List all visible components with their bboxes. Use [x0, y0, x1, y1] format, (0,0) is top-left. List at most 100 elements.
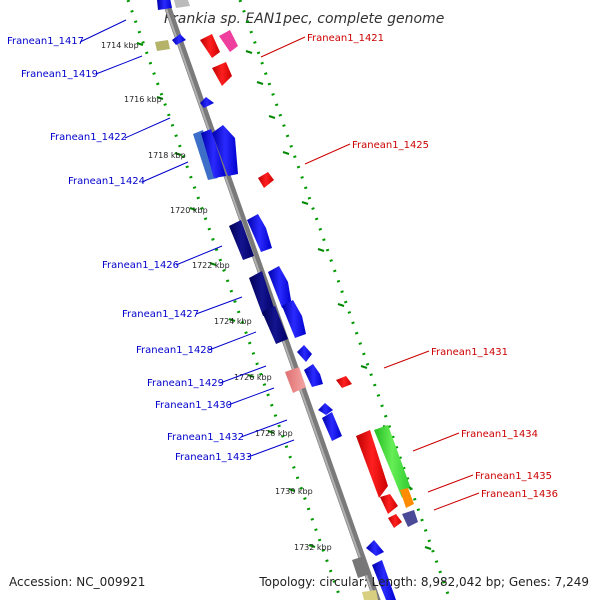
tick-mark — [288, 488, 296, 492]
tick-mark — [209, 262, 217, 266]
label-leader-line — [433, 492, 480, 511]
tick-mark — [282, 151, 290, 155]
label-leader-line — [175, 245, 223, 266]
tick-mark — [189, 207, 197, 211]
forward-gene-arrow — [247, 214, 272, 252]
gene-label: Franean1_1419 — [21, 69, 98, 80]
forward-gene-arrow — [318, 403, 333, 415]
forward-gene-arrow — [268, 266, 292, 308]
tick-mark — [424, 546, 432, 550]
forward-gene-arrow — [362, 590, 378, 600]
gene-label: Franean1_1429 — [147, 378, 224, 389]
forward-gene-arrow — [212, 125, 238, 176]
gene-label: Franean1_1434 — [461, 429, 538, 440]
tick-label: 1732 kbp — [294, 543, 332, 552]
genome-title: Frankia sp. EAN1pec, complete genome — [164, 11, 444, 27]
tick-label: 1726 kbp — [234, 373, 272, 382]
forward-gene-arrow — [372, 560, 396, 600]
reverse-gene-arrow — [212, 62, 232, 86]
reverse-gene-arrow — [174, 0, 190, 8]
tick-mark — [228, 318, 236, 322]
tick-mark — [301, 201, 309, 205]
tick-mark — [268, 115, 276, 119]
forward-gene-arrow — [322, 412, 342, 441]
gene-label: Franean1_1430 — [155, 400, 232, 411]
gene-label: Franean1_1428 — [136, 345, 213, 356]
gene-label: Franean1_1417 — [7, 36, 84, 47]
tick-mark — [360, 365, 368, 369]
reverse-gene-arrow — [400, 488, 414, 508]
reverse-gene-arrow — [258, 172, 274, 188]
tick-mark — [247, 374, 255, 378]
forward-gene-arrow — [172, 34, 186, 45]
label-leader-line — [141, 161, 189, 183]
label-leader-line — [260, 36, 306, 58]
label-leader-line — [304, 143, 351, 165]
forward-gene-arrow — [285, 367, 306, 393]
tick-label: 1730 kbp — [275, 487, 313, 496]
tick-label: 1714 kbp — [101, 41, 139, 50]
reverse-gene-arrow — [356, 430, 388, 498]
label-leader-line — [195, 296, 243, 315]
tick-mark — [308, 544, 316, 548]
forward-gene-arrow — [229, 220, 254, 260]
reverse-gene-arrow — [336, 376, 352, 388]
label-leader-line — [227, 387, 275, 406]
label-leader-line — [240, 419, 288, 438]
forward-gene-arrow — [262, 306, 288, 344]
accession-text: Accession: NC_009921 — [9, 575, 146, 589]
tick-label: 1716 kbp — [124, 95, 162, 104]
forward-gene-arrow — [155, 40, 170, 51]
tick-label: 1724 kbp — [214, 317, 252, 326]
tick-labels: 1714 kbp 1716 kbp 1718 kbp 1720 kbp 1722 kbp… — [101, 41, 332, 552]
reverse-gene-arrow — [219, 30, 238, 52]
forward-gene-arrow — [200, 97, 214, 108]
forward-gene-arrow — [366, 540, 384, 556]
label-leader-line — [412, 432, 460, 452]
gene-labels: Franean1_1417 Franean1_1419 Franean1_1422 F… — [7, 33, 558, 500]
label-leader-line — [95, 55, 143, 75]
gene-label: Franean1_1432 — [167, 432, 244, 443]
reverse-gene-arrow — [388, 514, 402, 528]
forward-gene-arrow — [282, 300, 306, 338]
gene-label: Franean1_1435 — [475, 471, 552, 482]
gene-label: Franean1_1436 — [481, 489, 558, 500]
gene-label: Franean1_1427 — [122, 309, 199, 320]
label-leader-line — [427, 474, 474, 493]
reverse-gene-arrow — [374, 425, 410, 498]
tick-mark — [256, 81, 264, 85]
gene-label: Franean1_1424 — [68, 176, 145, 187]
genome-summary-text: Topology: circular; Length: 8,982,042 bp… — [259, 575, 589, 589]
tick-mark — [136, 42, 144, 46]
tick-mark — [156, 96, 164, 100]
forward-gene-arrow — [249, 271, 275, 316]
gene-label: Franean1_1421 — [307, 33, 384, 44]
tick-label: 1718 kbp — [148, 151, 186, 160]
tick-mark — [174, 152, 182, 156]
tick-mark — [267, 430, 275, 434]
label-leader-lines — [79, 19, 480, 511]
gene-label: Franean1_1431 — [431, 347, 508, 358]
label-leader-line — [383, 350, 430, 369]
label-leader-line — [208, 331, 257, 351]
reverse-gene-arrow — [200, 34, 220, 58]
forward-gene-arrow — [157, 0, 172, 10]
forward-gene-arrow — [201, 129, 226, 178]
tick-label: 1728 kbp — [255, 429, 293, 438]
label-leader-line — [79, 19, 127, 43]
reverse-features — [174, 0, 418, 528]
label-leader-line — [124, 117, 171, 139]
label-leader-line — [247, 439, 295, 458]
forward-features — [155, 0, 396, 600]
forward-gene-arrow — [352, 556, 370, 578]
gene-label: Franean1_1422 — [50, 132, 127, 143]
tick-label: 1722 kbp — [192, 261, 230, 270]
inner-tick-track — [238, 0, 452, 600]
tick-label: 1720 kbp — [170, 206, 208, 215]
outer-tick-track — [126, 0, 343, 600]
reverse-gene-arrow — [380, 494, 398, 514]
tick-mark — [245, 50, 253, 54]
forward-gene-arrow — [304, 364, 323, 387]
gene-label: Franean1_1425 — [352, 140, 429, 151]
